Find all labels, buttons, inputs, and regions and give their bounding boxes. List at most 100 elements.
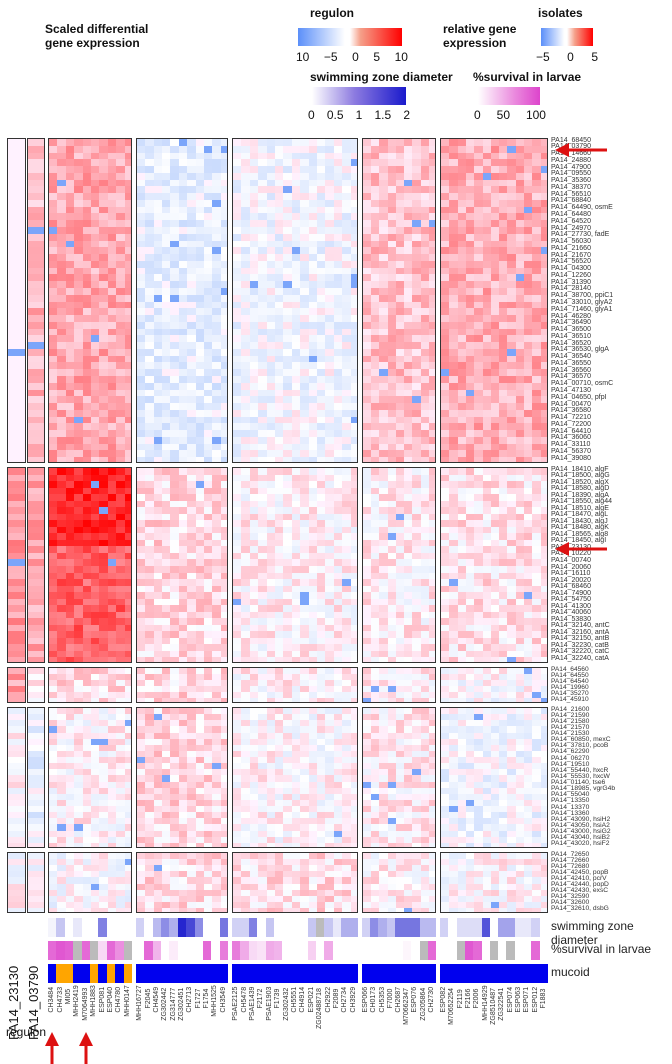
isolate-label: ZG302432 xyxy=(283,988,290,1021)
arrow-left-icon xyxy=(555,142,607,158)
swimming-cell xyxy=(350,918,359,937)
isolate-panel xyxy=(232,138,358,463)
tick: 0 xyxy=(474,108,481,122)
survival-cell xyxy=(428,941,437,960)
legend-survival-title: %survival in larvae xyxy=(473,70,581,84)
tick: 0.5 xyxy=(327,108,344,122)
tick: 2 xyxy=(403,108,410,122)
isolate-label: F1727 xyxy=(195,989,202,1009)
regulon-label: regulon xyxy=(6,1025,46,1039)
survival-track-label: %survival in larvae xyxy=(551,942,651,956)
isolate-label: M70662347 xyxy=(403,988,410,1025)
regulon-panel xyxy=(27,707,45,848)
isolate-panel xyxy=(48,852,132,913)
isolate-panel xyxy=(232,707,358,848)
isolate-panel xyxy=(440,467,548,663)
legend-isolates-main-title: relative gene expression xyxy=(443,22,516,50)
regulon-panel xyxy=(27,138,45,463)
isolate-label: ESP082 xyxy=(440,987,447,1013)
gene-label: PA14_45910 xyxy=(551,697,589,703)
isolate-label: MHH0147 xyxy=(124,985,131,1017)
isolate-panel xyxy=(48,667,132,703)
isolate-label: CH2730 xyxy=(428,987,435,1013)
survival-cell xyxy=(124,941,133,960)
gene-label: PA14_43020, hsiF2 xyxy=(551,841,610,847)
isolate-label: F7000 xyxy=(387,989,394,1009)
tick: 0 xyxy=(308,108,315,122)
tick: 100 xyxy=(526,108,546,122)
isolate-label: M7064993 xyxy=(82,988,89,1021)
legend-regulon-colorbar xyxy=(298,28,402,46)
isolate-panel xyxy=(440,138,548,463)
isolate-panel xyxy=(362,138,436,463)
gene-label: PA14_32610, dsbG xyxy=(551,906,609,912)
isolate-label: CH2922 xyxy=(325,987,332,1013)
isolate-panel xyxy=(48,138,132,463)
isolate-label: PSAE1903 xyxy=(266,987,273,1021)
isolate-panel xyxy=(136,467,228,663)
legend-swimming-title: swimming zone diameter xyxy=(310,70,453,84)
tick: −5 xyxy=(324,50,338,64)
swimming-cell xyxy=(220,918,229,937)
isolate-label: ESP071 xyxy=(523,987,530,1013)
legend-isolates-ticks: −5 0 5 xyxy=(536,50,598,64)
regulon-panel xyxy=(27,667,45,703)
isolate-label: ESP066 xyxy=(362,987,369,1013)
isolate-label: PSAE1439 xyxy=(249,987,256,1021)
legend-regulon-ticks: 10 −5 0 5 10 xyxy=(296,50,408,64)
isolate-label: ZG8510487 xyxy=(490,988,497,1025)
legend-swimming-colorbar xyxy=(312,87,406,105)
isolate-label: ZG314777 xyxy=(170,988,177,1021)
arrow-up-icon xyxy=(44,1032,60,1064)
tick: 1 xyxy=(356,108,363,122)
isolate-label: F2006 xyxy=(473,989,480,1009)
isolate-panel xyxy=(136,707,228,848)
isolate-label: CH2734 xyxy=(341,987,348,1013)
isolate-label: ESP076 xyxy=(411,987,418,1013)
isolate-panel xyxy=(362,852,436,913)
isolate-label: CH0173 xyxy=(370,987,377,1013)
isolate-panel xyxy=(440,707,548,848)
gene-label: PA14_32240, catA xyxy=(551,656,609,663)
isolate-panel xyxy=(440,667,548,703)
isolate-label: ZG302442 xyxy=(161,988,168,1021)
isolate-label: ESP081 xyxy=(99,987,106,1013)
mucoid-cell xyxy=(540,964,549,983)
regulon-panel xyxy=(7,467,26,663)
mucoid-cell xyxy=(428,964,437,983)
isolate-label: CH3929 xyxy=(350,987,357,1013)
legend-survival-colorbar xyxy=(478,87,540,105)
regulon-panel xyxy=(7,667,26,703)
isolate-label: F2166 xyxy=(465,989,472,1009)
isolate-label: ESP074 xyxy=(507,987,514,1013)
isolate-label: CH3484 xyxy=(48,987,55,1013)
legend-regulon-main-title: Scaled differential gene expression xyxy=(45,22,148,50)
tick: 5 xyxy=(591,50,598,64)
gene-label: PA14_39080 xyxy=(551,456,591,463)
tick: 0 xyxy=(567,50,574,64)
tick: 5 xyxy=(373,50,380,64)
regulon-panel xyxy=(7,852,26,913)
isolate-label: ESP021 xyxy=(308,987,315,1013)
isolate-label: CH4733 xyxy=(57,987,64,1013)
isolate-label: F2045 xyxy=(145,989,152,1009)
survival-cell xyxy=(350,941,359,960)
mucoid-track-label: mucoid xyxy=(551,965,590,979)
isolate-label: ZG322541 xyxy=(498,988,505,1021)
legend-regulon-title: regulon xyxy=(310,6,354,20)
legend-isolates-colorbar xyxy=(541,28,593,46)
tick: 1.5 xyxy=(374,108,391,122)
isolate-label: F1739 xyxy=(274,989,281,1009)
tick: 10 xyxy=(395,50,408,64)
isolate-panel xyxy=(48,707,132,848)
legend-survival-ticks: 0 50 100 xyxy=(474,108,546,122)
swimming-cell xyxy=(428,918,437,937)
tick: 10 xyxy=(296,50,309,64)
isolate-label: ESP012 xyxy=(532,987,539,1013)
isolate-panel xyxy=(136,852,228,913)
arrow-left-icon xyxy=(555,541,607,557)
legend-isolates-title: isolates xyxy=(538,6,583,20)
isolate-label: ZG02488718 xyxy=(316,988,323,1029)
tick: −5 xyxy=(536,50,550,64)
isolate-label: MHH1883 xyxy=(90,985,97,1017)
